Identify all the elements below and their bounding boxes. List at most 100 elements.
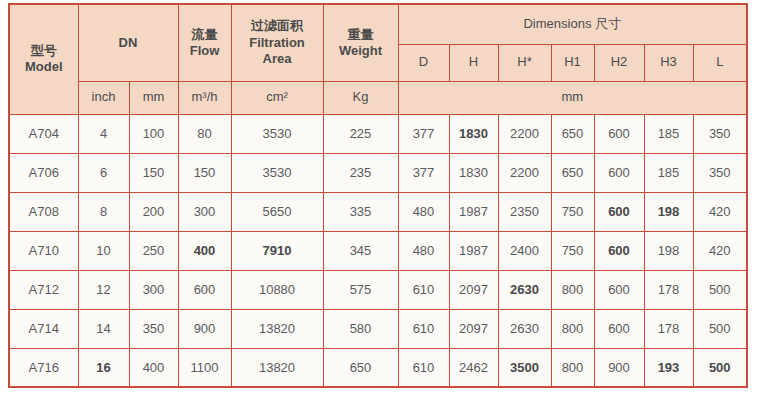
model-cell: A704 <box>9 114 78 153</box>
value-cell: 2630 <box>498 309 551 348</box>
value-cell: 150 <box>129 153 178 192</box>
header-weight: 重量 Weight <box>323 4 398 81</box>
header-model-en: Model <box>12 59 76 75</box>
model-cell: A710 <box>9 231 78 270</box>
value-cell: 14 <box>78 309 129 348</box>
table-row: A708820030056503354801987235075060019842… <box>9 192 747 231</box>
value-cell: 3530 <box>231 153 323 192</box>
value-cell: 1987 <box>449 231 498 270</box>
value-cell: 250 <box>129 231 178 270</box>
model-cell: A712 <box>9 270 78 309</box>
header-weight-zh: 重量 <box>326 27 396 43</box>
value-cell: 900 <box>594 348 644 387</box>
value-cell: 16 <box>78 348 129 387</box>
value-cell: 7910 <box>231 231 323 270</box>
header-filtration-en: Filtration Area <box>234 35 321 68</box>
unit-inch: inch <box>78 81 129 114</box>
table-row: A716164001100138206506102462350080090019… <box>9 348 747 387</box>
value-cell: 750 <box>551 231 594 270</box>
value-cell: 3500 <box>498 348 551 387</box>
model-cell: A708 <box>9 192 78 231</box>
header-dim-h1: H1 <box>551 44 594 81</box>
value-cell: 178 <box>644 309 693 348</box>
value-cell: 377 <box>398 114 449 153</box>
table-row: A712123006001088057561020972630800600178… <box>9 270 747 309</box>
header-model: 型号 Model <box>9 4 78 114</box>
table-row: A706615015035302353771830220065060018535… <box>9 153 747 192</box>
header-weight-en: Weight <box>326 43 396 59</box>
value-cell: 2097 <box>449 309 498 348</box>
value-cell: 800 <box>551 348 594 387</box>
value-cell: 12 <box>78 270 129 309</box>
value-cell: 350 <box>129 309 178 348</box>
value-cell: 600 <box>178 270 231 309</box>
value-cell: 800 <box>551 270 594 309</box>
value-cell: 335 <box>323 192 398 231</box>
value-cell: 5650 <box>231 192 323 231</box>
header-dim-h: H <box>449 44 498 81</box>
value-cell: 345 <box>323 231 398 270</box>
value-cell: 500 <box>693 309 747 348</box>
header-filtration-zh: 过滤面积 <box>234 18 321 34</box>
unit-area: cm² <box>231 81 323 114</box>
value-cell: 650 <box>551 153 594 192</box>
header-dim-hstar: H* <box>498 44 551 81</box>
value-cell: 3530 <box>231 114 323 153</box>
value-cell: 100 <box>129 114 178 153</box>
value-cell: 650 <box>551 114 594 153</box>
value-cell: 2200 <box>498 153 551 192</box>
header-dim-l: L <box>693 44 747 81</box>
value-cell: 2630 <box>498 270 551 309</box>
table-header: 型号 Model DN 流量 Flow 过滤面积 Filtration Area… <box>9 4 747 114</box>
value-cell: 1987 <box>449 192 498 231</box>
value-cell: 580 <box>323 309 398 348</box>
table-row: A714143509001382058061020972630800600178… <box>9 309 747 348</box>
value-cell: 235 <box>323 153 398 192</box>
table-body: A704410080353022537718302200650600185350… <box>9 114 747 387</box>
table-row: A704410080353022537718302200650600185350 <box>9 114 747 153</box>
header-dn: DN <box>78 4 178 81</box>
model-cell: A706 <box>9 153 78 192</box>
value-cell: 480 <box>398 231 449 270</box>
value-cell: 600 <box>594 192 644 231</box>
value-cell: 300 <box>129 270 178 309</box>
unit-flow: m³/h <box>178 81 231 114</box>
value-cell: 750 <box>551 192 594 231</box>
value-cell: 350 <box>693 114 747 153</box>
value-cell: 600 <box>594 114 644 153</box>
header-dim-h3: H3 <box>644 44 693 81</box>
header-model-zh: 型号 <box>12 43 76 59</box>
value-cell: 185 <box>644 114 693 153</box>
header-flow: 流量 Flow <box>178 4 231 81</box>
value-cell: 500 <box>693 270 747 309</box>
value-cell: 650 <box>323 348 398 387</box>
spec-table: 型号 Model DN 流量 Flow 过滤面积 Filtration Area… <box>8 3 748 388</box>
table-row: A710102504007910345480198724007506001984… <box>9 231 747 270</box>
value-cell: 185 <box>644 153 693 192</box>
value-cell: 10 <box>78 231 129 270</box>
header-flow-zh: 流量 <box>181 27 229 43</box>
value-cell: 200 <box>129 192 178 231</box>
value-cell: 600 <box>594 153 644 192</box>
value-cell: 600 <box>594 231 644 270</box>
value-cell: 1830 <box>449 153 498 192</box>
value-cell: 610 <box>398 309 449 348</box>
value-cell: 10880 <box>231 270 323 309</box>
value-cell: 178 <box>644 270 693 309</box>
header-dimensions: Dimensions 尺寸 <box>398 4 747 44</box>
value-cell: 13820 <box>231 348 323 387</box>
model-cell: A716 <box>9 348 78 387</box>
value-cell: 600 <box>594 270 644 309</box>
value-cell: 150 <box>178 153 231 192</box>
header-flow-en: Flow <box>181 43 229 59</box>
value-cell: 420 <box>693 192 747 231</box>
value-cell: 2350 <box>498 192 551 231</box>
value-cell: 400 <box>178 231 231 270</box>
value-cell: 193 <box>644 348 693 387</box>
value-cell: 2200 <box>498 114 551 153</box>
value-cell: 350 <box>693 153 747 192</box>
model-cell: A714 <box>9 309 78 348</box>
value-cell: 610 <box>398 270 449 309</box>
value-cell: 4 <box>78 114 129 153</box>
value-cell: 80 <box>178 114 231 153</box>
